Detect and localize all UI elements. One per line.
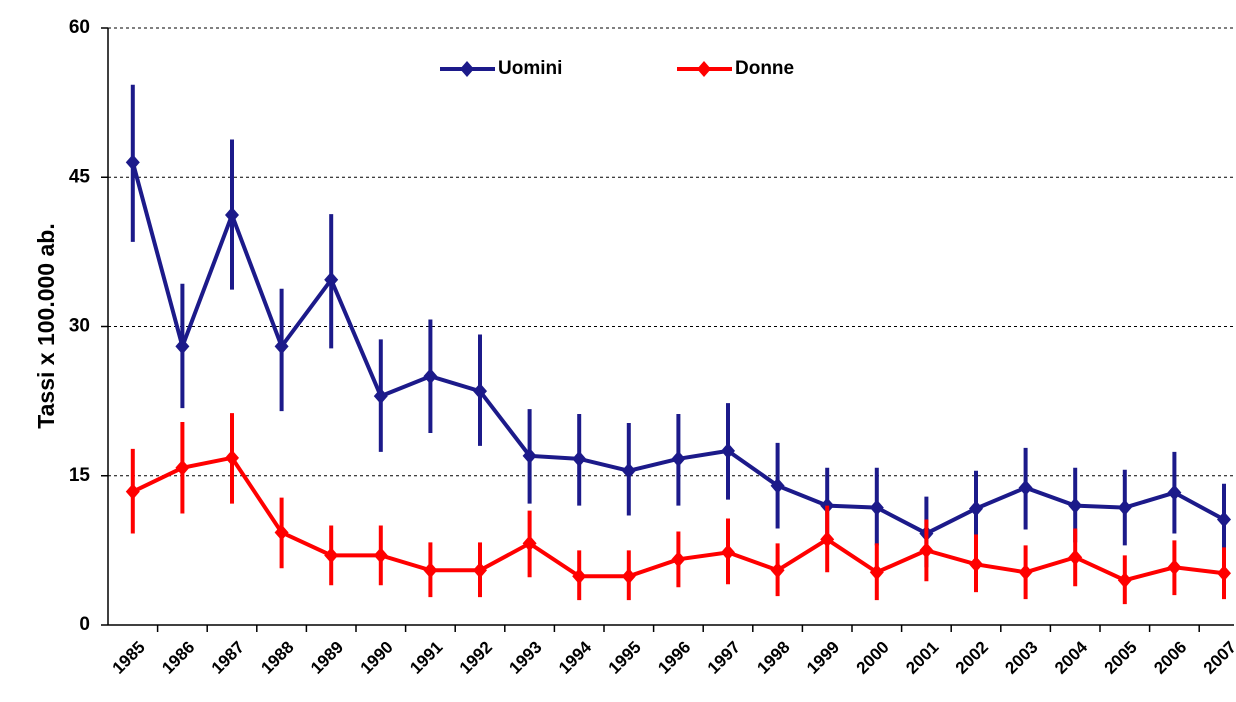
x-tick-label: 2000 [853, 638, 893, 678]
marker [125, 483, 140, 500]
marker [671, 551, 686, 568]
marker [1217, 511, 1231, 528]
x-tick-label: 1987 [208, 638, 248, 678]
marker [1068, 549, 1083, 566]
x-tick-label: 1996 [654, 638, 694, 678]
x-tick-label: 1994 [555, 637, 596, 678]
marker [324, 271, 339, 288]
legend-label: Donne [735, 58, 794, 79]
marker [1068, 497, 1083, 514]
marker [473, 562, 487, 579]
marker [1167, 484, 1182, 501]
x-tick-label: 1992 [456, 638, 496, 678]
y-tick-label: 0 [79, 614, 90, 635]
marker [721, 442, 735, 459]
x-tick-label: 2007 [1200, 638, 1236, 678]
x-tick-label: 1986 [158, 638, 198, 678]
marker [572, 450, 587, 467]
x-tick-label: 1991 [406, 638, 446, 678]
x-tick-label: 2003 [1001, 638, 1041, 678]
marker [274, 338, 289, 355]
marker [522, 535, 537, 552]
y-tick-label: 30 [69, 316, 90, 337]
y-tick-label: 60 [69, 17, 90, 38]
y-tick-label: 15 [69, 465, 91, 486]
x-tick-label: 1988 [257, 638, 297, 678]
marker [770, 477, 785, 494]
marker [274, 524, 289, 541]
marker [175, 459, 190, 476]
x-tick-label: 1990 [357, 638, 397, 678]
marker [175, 338, 190, 355]
x-tick-label: 2001 [902, 638, 942, 678]
x-tick-label: 1985 [109, 638, 149, 678]
marker [969, 500, 983, 517]
x-tick-label: 1999 [803, 638, 843, 678]
marker [225, 207, 239, 224]
x-tick-label: 1995 [605, 638, 645, 678]
marker [1018, 564, 1033, 581]
marker [721, 544, 735, 561]
x-tick-label: 1998 [753, 638, 793, 678]
marker [473, 383, 487, 400]
marker [125, 154, 140, 171]
marker [1217, 565, 1231, 582]
y-axis-label: Tassi x 100.000 ab. [33, 223, 59, 428]
marker [1167, 559, 1182, 576]
marker [671, 450, 686, 467]
marker [820, 497, 835, 514]
legend-marker [460, 61, 474, 77]
marker [225, 449, 239, 466]
marker [919, 542, 934, 559]
marker [324, 547, 339, 564]
marker [869, 564, 884, 581]
marker [770, 562, 785, 579]
marker [820, 531, 835, 548]
marker [1018, 479, 1033, 496]
x-tick-label: 2002 [952, 638, 992, 678]
marker [423, 562, 438, 579]
x-tick-label: 2005 [1101, 638, 1141, 678]
marker [522, 447, 537, 464]
marker [1117, 499, 1132, 516]
marker [1117, 572, 1132, 589]
x-tick-label: 1989 [307, 638, 347, 678]
marker [572, 568, 587, 585]
marker [373, 547, 388, 564]
marker [621, 568, 636, 585]
marker [969, 556, 983, 573]
y-tick-label: 45 [69, 166, 91, 187]
marker [423, 368, 438, 385]
x-tick-label: 1997 [704, 638, 744, 678]
x-tick-label: 2004 [1051, 637, 1092, 678]
legend-label: Uomini [498, 58, 562, 79]
marker [621, 462, 636, 479]
marker [869, 499, 884, 516]
legend-marker [697, 61, 711, 77]
x-tick-label: 1993 [505, 638, 545, 678]
marker [373, 388, 388, 405]
x-tick-label: 2006 [1150, 638, 1190, 678]
